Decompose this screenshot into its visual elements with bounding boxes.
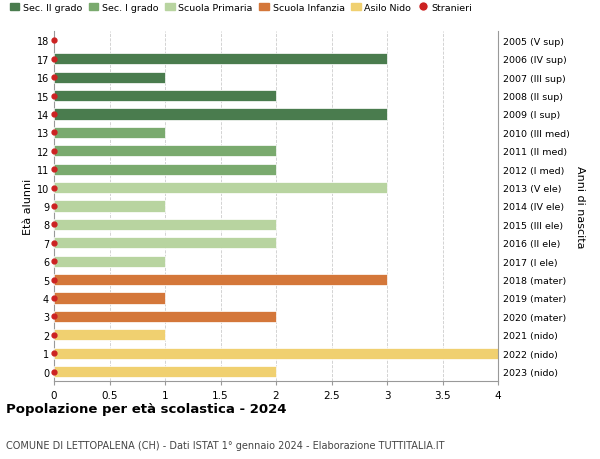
Bar [54, 146, 276, 157]
Bar [54, 73, 165, 84]
Bar [54, 238, 276, 249]
Bar [54, 256, 165, 267]
Text: COMUNE DI LETTOPALENA (CH) - Dati ISTAT 1° gennaio 2024 - Elaborazione TUTTITALI: COMUNE DI LETTOPALENA (CH) - Dati ISTAT … [6, 440, 445, 450]
Bar [54, 109, 387, 120]
Bar [54, 91, 276, 102]
Bar [54, 201, 165, 212]
Bar [54, 54, 387, 65]
Bar [54, 219, 276, 230]
Bar [54, 311, 276, 322]
Y-axis label: Anni di nascita: Anni di nascita [575, 165, 585, 248]
Bar [54, 366, 276, 377]
Bar [54, 183, 387, 194]
Bar [54, 293, 165, 304]
Bar [54, 274, 387, 285]
Bar [54, 128, 165, 139]
Bar [54, 330, 165, 341]
Bar [54, 348, 498, 359]
Legend: Sec. II grado, Sec. I grado, Scuola Primaria, Scuola Infanzia, Asilo Nido, Stran: Sec. II grado, Sec. I grado, Scuola Prim… [6, 0, 476, 17]
Bar [54, 164, 276, 175]
Text: Popolazione per età scolastica - 2024: Popolazione per età scolastica - 2024 [6, 403, 287, 415]
Y-axis label: Età alunni: Età alunni [23, 179, 32, 235]
